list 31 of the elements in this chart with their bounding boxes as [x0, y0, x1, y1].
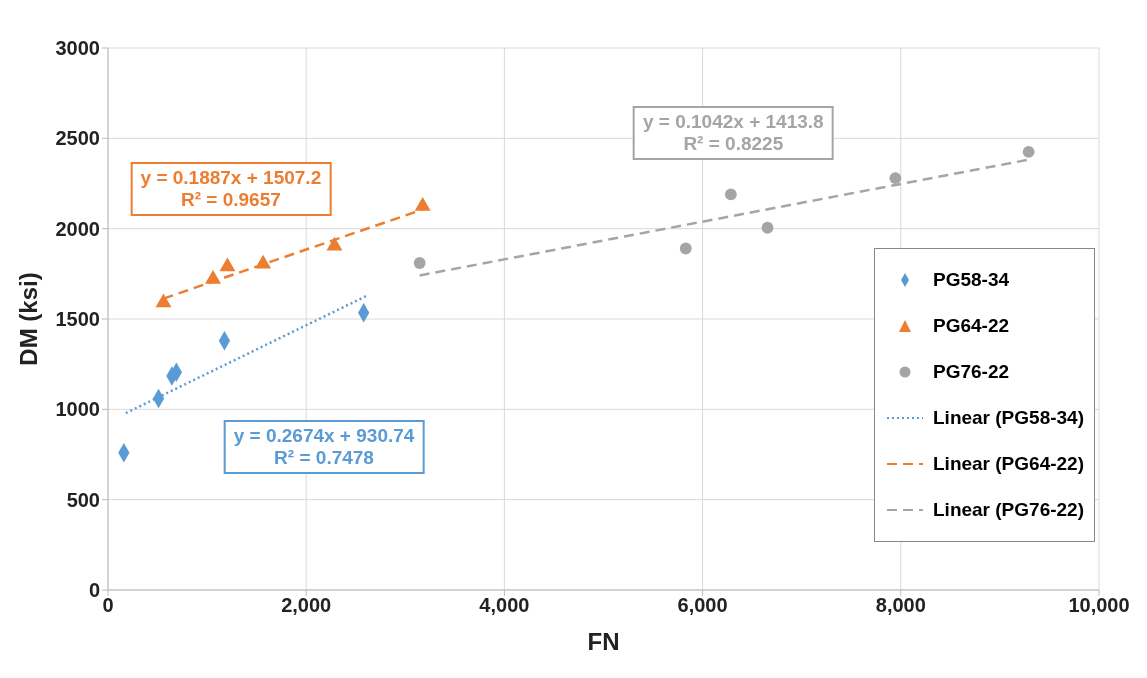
point [219, 257, 236, 272]
point [889, 172, 902, 184]
point [724, 188, 737, 201]
y-tick-label: 3000 [55, 37, 100, 60]
y-tick-label: 0 [88, 579, 100, 602]
point [1022, 145, 1035, 158]
annotation: y = 0.1887x + 1507.2 R² = 0.9657 [140, 166, 322, 211]
y-tick-label: 2500 [55, 127, 100, 150]
y-tick-label: 500 [66, 488, 100, 511]
legend-label: Linear (PG58-34) [933, 407, 1084, 429]
legend-label: Linear (PG64-22) [933, 453, 1084, 475]
y-tick-label: 1000 [55, 398, 100, 421]
legend-label: PG76-22 [933, 361, 1010, 383]
point [761, 221, 774, 234]
point [413, 257, 426, 269]
y-axis-title: DM (ksi) [14, 272, 42, 366]
annotation: y = 0.1042x + 1413.8 R² = 0.8225 [642, 110, 824, 155]
legend-label: PG64-22 [933, 315, 1010, 337]
x-tick-label: 2,000 [281, 594, 332, 617]
y-tick-label: 2000 [55, 217, 100, 240]
x-axis-title: FN [587, 628, 620, 655]
legend-label: PG58-34 [933, 269, 1010, 291]
x-tick-label: 8,000 [875, 594, 926, 617]
x-tick-label: 10,000 [1068, 594, 1130, 617]
point [679, 242, 692, 255]
annotation: y = 0.2674x + 930.74 R² = 0.7478 [233, 425, 415, 470]
x-tick-label: 4,000 [479, 594, 530, 617]
legend-label: Linear (PG76-22) [933, 499, 1084, 521]
x-tick-label: 6,000 [677, 594, 728, 617]
y-tick-label: 1500 [55, 308, 100, 331]
x-tick-label: 0 [102, 594, 114, 617]
